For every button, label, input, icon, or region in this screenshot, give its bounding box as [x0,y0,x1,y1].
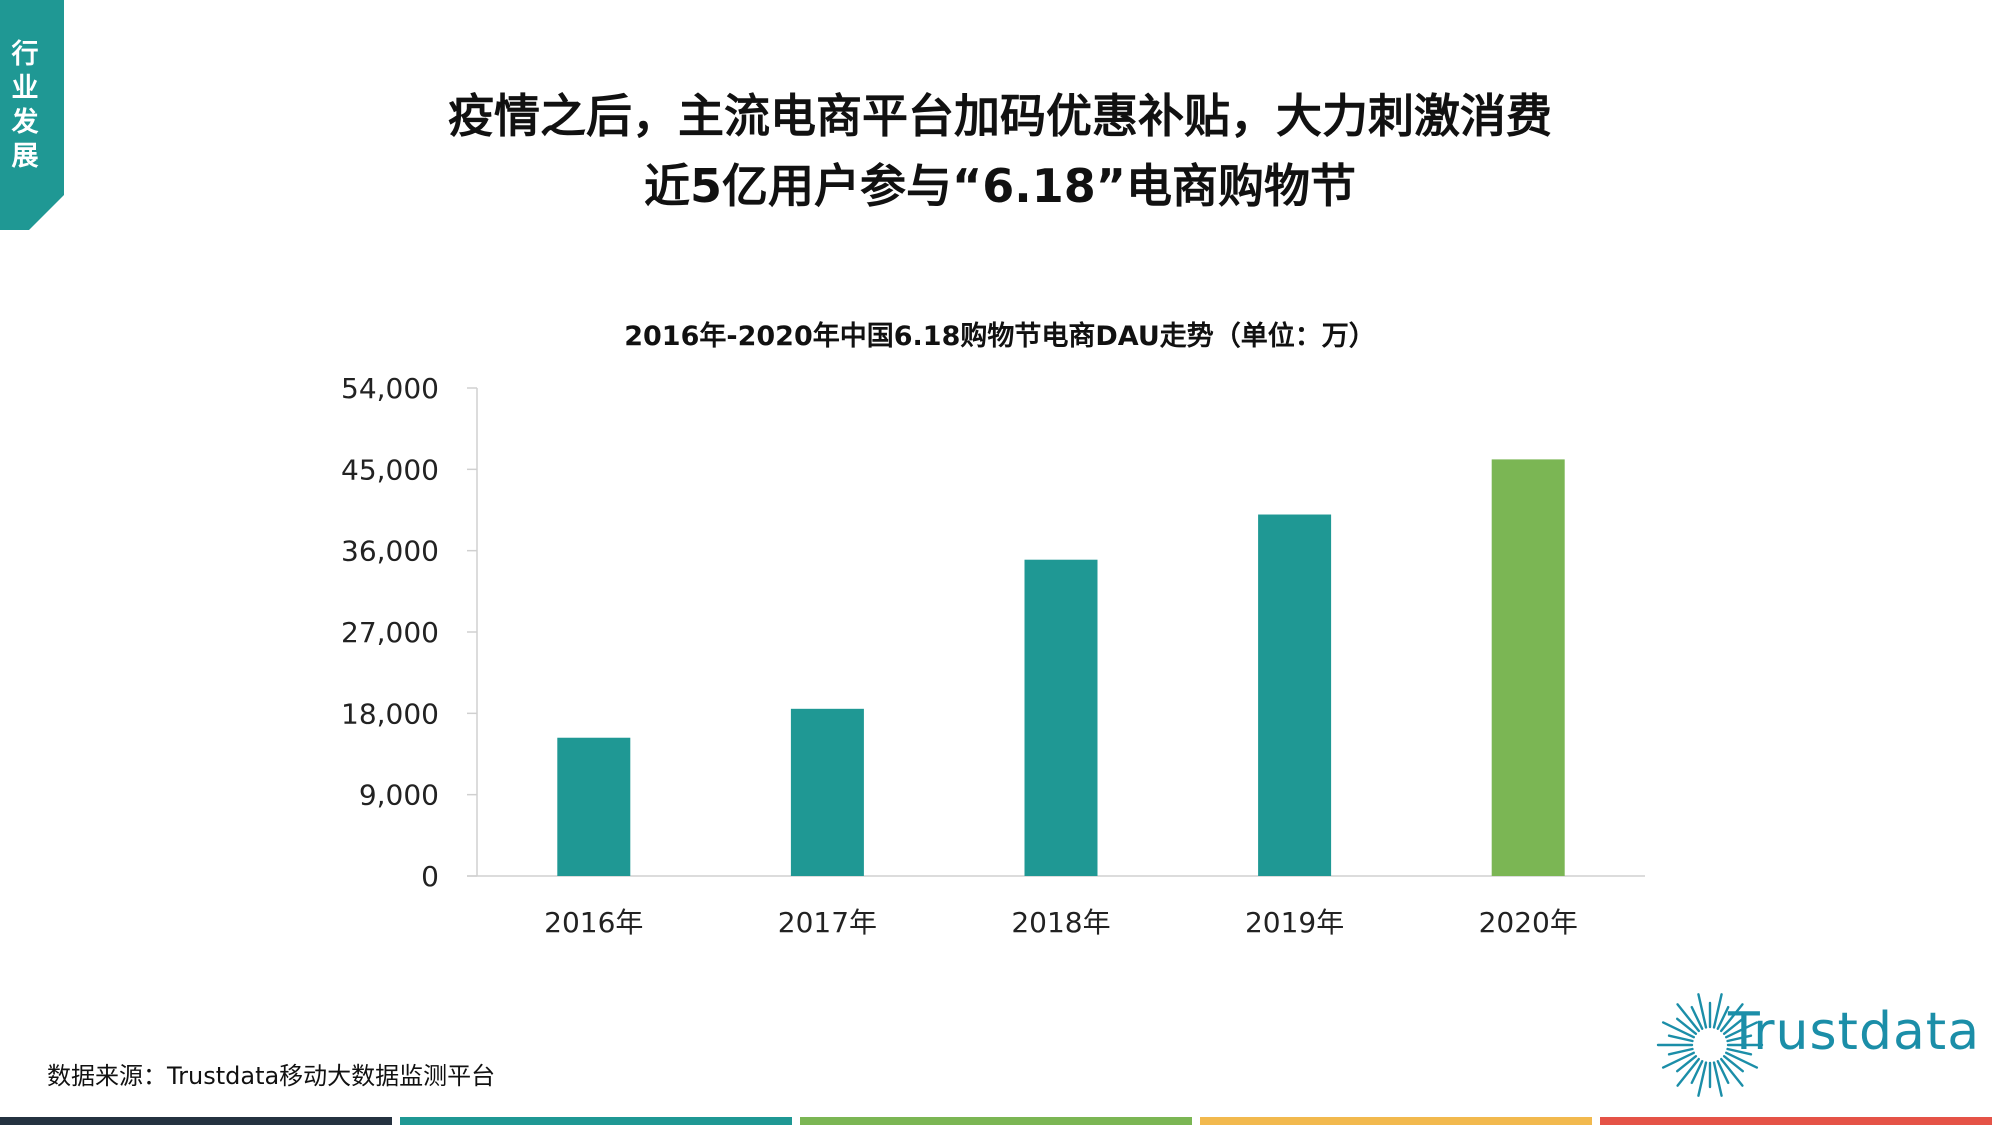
sunburst-ray [1716,1060,1730,1085]
bar-2017年 [790,708,864,876]
sunburst-ray [1726,1034,1753,1043]
x-tick-label: 2020年 [1479,906,1578,939]
bar-2018年 [1024,559,1098,876]
sunburst-ray [1697,1061,1708,1097]
sunburst-ray [1720,1003,1744,1033]
trustdata-logo: Trustdata [1655,990,1980,1100]
y-tick-label: 36,000 [341,535,439,568]
sunburst-ray [1667,1034,1694,1043]
sunburst-ray [1690,1005,1704,1030]
sunburst-ray [1667,1047,1694,1056]
y-axis: 0 9,000 18,000 27,000 36,000 45,000 54,000 [341,372,478,893]
sunburst-ray [1676,1057,1700,1087]
bar-2020年 [1491,459,1565,876]
section-tab-label: 行业发展 [11,39,39,172]
y-tick-label: 9,000 [359,779,439,812]
sunburst-ray [1675,1017,1698,1035]
sunburst-ray [1722,1017,1745,1035]
sunburst-ray [1676,1003,1700,1033]
y-tick-label: 18,000 [341,697,439,730]
footer-segment [1600,1117,1992,1125]
logo-wordmark: Trustdata [1728,1002,1981,1062]
x-tick-label: 2016年 [544,906,643,939]
y-tick-label: 45,000 [341,453,439,486]
footer-segment [400,1117,792,1125]
footer-segment [1200,1117,1592,1125]
chart-title: 2016年-2020年中国6.18购物节电商DAU走势（单位：万） [624,321,1376,352]
bars [557,459,1565,876]
bar-2019年 [1258,514,1332,876]
sunburst-ray [1690,1060,1704,1085]
x-tick-label: 2017年 [778,906,877,939]
sunburst-ray [1661,1051,1695,1069]
bar-chart: 0 9,000 18,000 27,000 36,000 45,000 54,000 201… [341,372,1645,939]
section-tab: 行业发展 [0,0,64,230]
footer-segment [0,1117,392,1125]
footer-color-bar [0,1117,2000,1125]
sunburst-ray [1697,993,1708,1029]
sunburst-ray [1661,1021,1695,1039]
data-source-note: 数据来源：Trustdata移动大数据监测平台 [47,1062,496,1090]
sunburst-ray [1725,1051,1759,1069]
sunburst-ray [1725,1021,1759,1039]
x-tick-label: 2019年 [1245,906,1344,939]
sunburst-ray [1716,1005,1730,1030]
headline-line-1: 疫情之后，主流电商平台加码优惠补贴，大力刺激消费 [448,89,1552,143]
sunburst-ray [1712,993,1723,1029]
y-tick-label: 0 [421,860,439,893]
y-tick-label: 54,000 [341,372,439,405]
sunburst-ray [1712,1061,1723,1097]
sunburst-ray [1675,1055,1698,1073]
sunburst-ray [1720,1057,1744,1087]
y-tick-label: 27,000 [341,616,439,649]
sunburst-ray [1722,1055,1745,1073]
headline-line-2: 近5亿用户参与“6.18”电商购物节 [644,159,1356,213]
footer-segment [800,1117,1192,1125]
x-axis: 2016年 2017年 2018年 2019年 2020年 [467,875,1645,939]
sunburst-ray [1726,1047,1753,1056]
sunburst-icon [1656,993,1764,1097]
x-tick-label: 2018年 [1011,906,1110,939]
bar-2016年 [557,737,631,876]
